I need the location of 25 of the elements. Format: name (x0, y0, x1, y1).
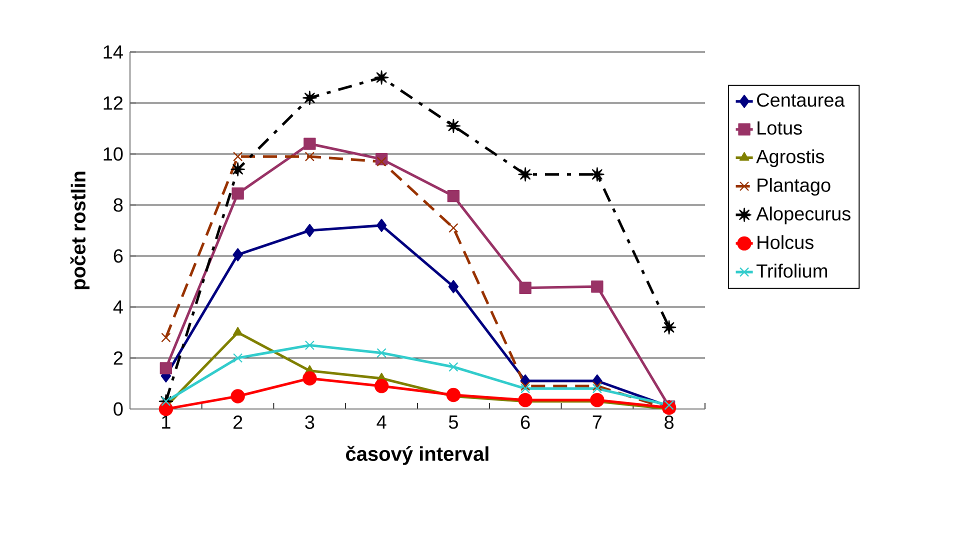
x-tick-label: 4 (376, 416, 386, 429)
y-tick-label: 14 (104, 45, 123, 59)
y-tick-label: 0 (114, 402, 123, 416)
legend-label: Trifolium (756, 264, 827, 278)
x-tick-label: 1 (162, 416, 170, 429)
y-tick-label: 2 (114, 351, 123, 365)
x-tick-label: 8 (664, 416, 674, 429)
legend-label: Lotus (758, 121, 802, 135)
legend-label: Holcus (758, 235, 814, 250)
x-axis-title: časový interval (346, 446, 488, 465)
legend-label: Agrostis (756, 149, 824, 168)
y-tick-label: 4 (113, 300, 123, 314)
y-axis-title: počet rostlin (70, 172, 90, 290)
y-tick-label: 6 (114, 249, 123, 263)
legend-label: Alopecurus (756, 206, 850, 224)
x-tick-label: 6 (521, 416, 530, 429)
x-tick-label: 5 (448, 416, 458, 429)
x-tick-label: 7 (592, 416, 602, 429)
legend-label: Plantago (758, 178, 830, 196)
x-tick-label: 3 (305, 416, 314, 429)
legend-label: Centaurea (757, 93, 845, 107)
x-tick-label: 2 (233, 416, 242, 429)
y-tick-label: 12 (104, 96, 123, 110)
y-tick-label: 8 (114, 198, 123, 212)
y-tick-label: 10 (104, 147, 123, 161)
